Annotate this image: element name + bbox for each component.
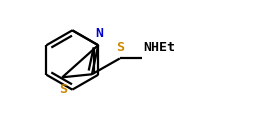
Text: S: S	[59, 83, 67, 96]
Text: N: N	[95, 27, 103, 40]
Text: S: S	[116, 40, 124, 53]
Text: NHEt: NHEt	[144, 40, 176, 53]
